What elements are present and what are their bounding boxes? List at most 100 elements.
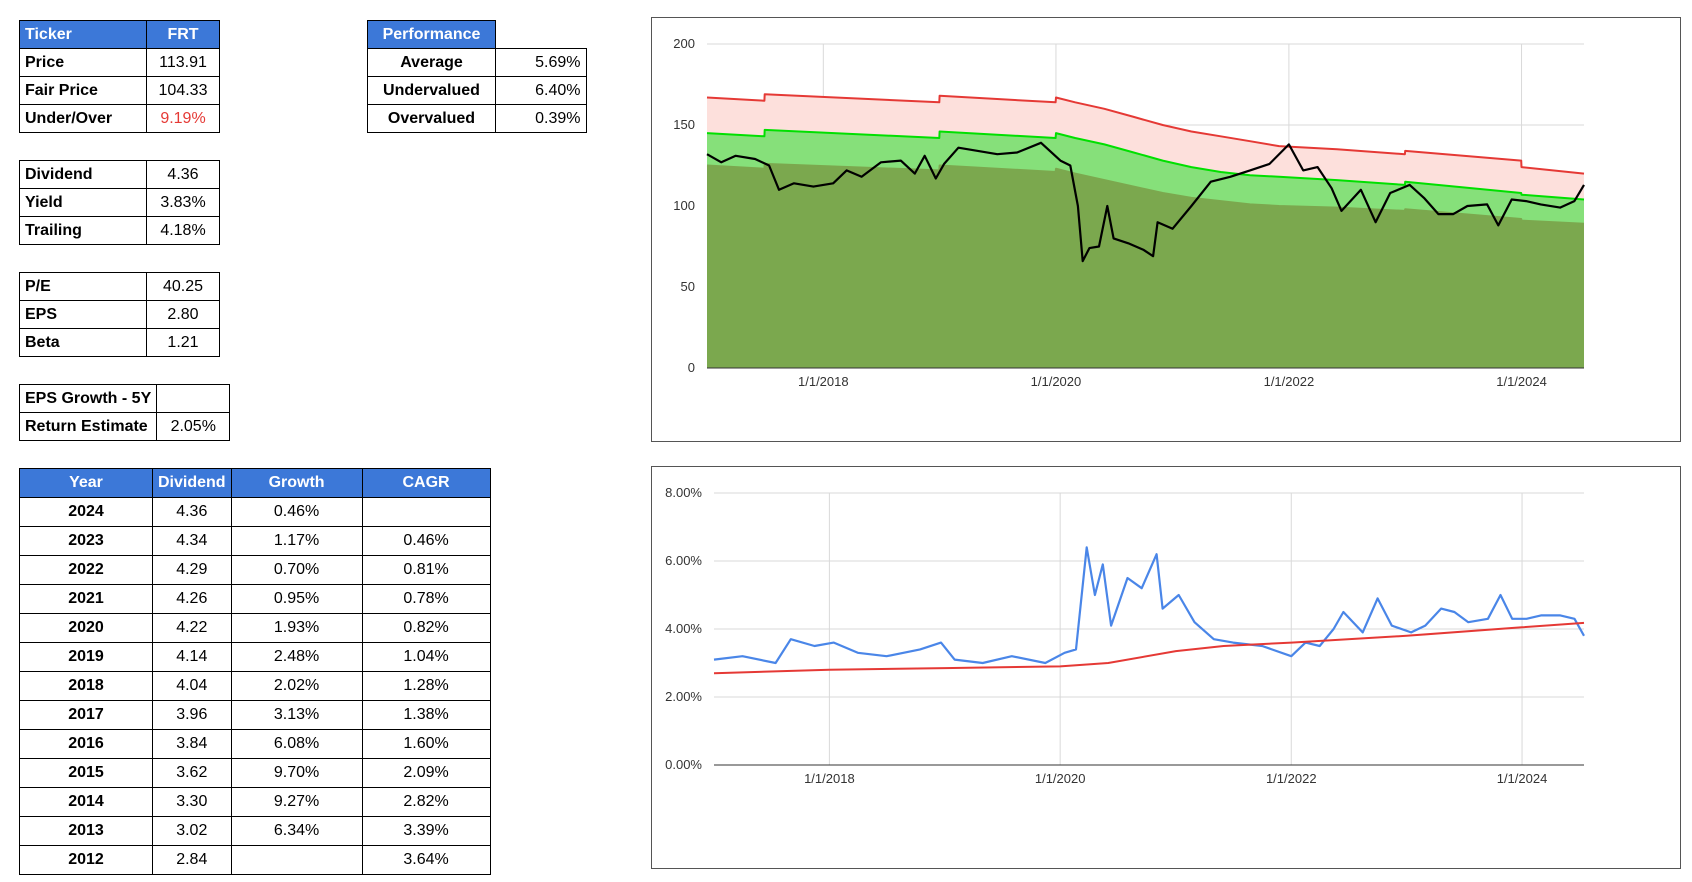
dividend-cell: 4.26 (152, 584, 232, 614)
growth-cell: 0.95% (230, 584, 363, 614)
dividend-label: Dividend (19, 160, 147, 189)
dividend-cell: 4.04 (152, 671, 232, 701)
valuation-x-tick-label: 1/1/2020 (1031, 374, 1082, 389)
table-row: 2023 4.34 1.17% 0.46% (19, 526, 491, 556)
price-value: 113.91 (146, 48, 220, 77)
year-cell: 2013 (19, 816, 153, 846)
valuation-y-tick-label: 100 (673, 198, 695, 213)
year-cell: 2023 (19, 526, 153, 556)
year-cell: 2012 (19, 845, 153, 875)
dividend-cell: 4.34 (152, 526, 232, 556)
yield-value: 3.83% (146, 188, 220, 217)
pe-label: P/E (19, 272, 147, 301)
cagr-cell: 3.39% (361, 816, 491, 846)
valuation-y-tick-label: 150 (673, 117, 695, 132)
year-cell: 2015 (19, 758, 153, 788)
dividend-cell: 3.84 (152, 729, 232, 759)
undervalued-label: Undervalued (367, 76, 496, 105)
dividend-cell: 3.62 (152, 758, 232, 788)
table-row: 2017 3.96 3.13% 1.38% (19, 700, 491, 730)
growth-cell (230, 845, 363, 875)
average-value: 5.69% (495, 48, 587, 77)
cagr-cell: 1.28% (361, 671, 491, 701)
cagr-cell: 1.04% (361, 642, 491, 672)
under-over-value: 9.19% (146, 104, 220, 133)
col-year: Year (19, 468, 153, 498)
yield-y-tick-label: 4.00% (665, 621, 702, 636)
valuation-x-tick-label: 1/1/2024 (1496, 374, 1547, 389)
valuation-overvalued-band-top-line (706, 93, 1585, 175)
dividend-cell: 4.14 (152, 642, 232, 672)
under-over-label: Under/Over (19, 104, 147, 133)
year-cell: 2020 (19, 613, 153, 643)
eps-label: EPS (19, 300, 147, 329)
yield-y-tick-label: 6.00% (665, 553, 702, 568)
dividend-cell: 4.22 (152, 613, 232, 643)
yield-y-tick-label: 8.00% (665, 485, 702, 500)
dividend-cell: 4.29 (152, 555, 232, 585)
valuation-chart-svg: 0 50 100 150 200 1/1/2018 1/1/2020 1/1/2022 1/1/… (673, 36, 1585, 389)
performance-header: Performance (367, 20, 496, 49)
valuation-x-tick-label: 1/1/2022 (1264, 374, 1315, 389)
table-row: 2020 4.22 1.93% 0.82% (19, 613, 491, 643)
cagr-cell: 2.82% (361, 787, 491, 817)
valuation-x-tick-label: 1/1/2018 (798, 374, 849, 389)
return-estimate-value: 2.05% (156, 412, 231, 441)
yield-x-tick-label: 1/1/2018 (804, 771, 855, 786)
dividend-cell: 4.36 (152, 497, 232, 527)
dividend-cell: 3.96 (152, 700, 232, 730)
table-row: 2013 3.02 6.34% 3.39% (19, 816, 491, 846)
eps-growth-label: EPS Growth - 5Y (18, 384, 158, 413)
year-cell: 2017 (19, 700, 153, 730)
col-cagr: CAGR (361, 468, 491, 498)
yield-x-tick-label: 1/1/2024 (1497, 771, 1548, 786)
cagr-cell: 2.09% (361, 758, 491, 788)
col-dividend: Dividend (152, 468, 232, 498)
year-cell: 2014 (19, 787, 153, 817)
trailing-label: Trailing (19, 216, 147, 245)
yield-chart-svg: 0.00% 2.00% 4.00% 6.00% 8.00% 1/1/2018 1/1/202… (665, 485, 1585, 786)
growth-cell: 6.08% (230, 729, 363, 759)
ticker-symbol: FRT (146, 20, 220, 49)
trailing-value: 4.18% (146, 216, 220, 245)
undervalued-value: 6.40% (495, 76, 587, 105)
ticker-header: Ticker (19, 20, 147, 49)
table-row: 2022 4.29 0.70% 0.81% (19, 555, 491, 585)
table-row: 2021 4.26 0.95% 0.78% (19, 584, 491, 614)
cagr-cell: 1.60% (361, 729, 491, 759)
dividend-history-table: Year Dividend Growth CAGR 2024 4.36 0.46% 2… (19, 468, 491, 875)
year-cell: 2021 (19, 584, 153, 614)
valuation-y-tick-label: 0 (688, 360, 695, 375)
growth-cell: 2.48% (230, 642, 363, 672)
valuation-y-tick-label: 50 (681, 279, 695, 294)
table-row: 2018 4.04 2.02% 1.28% (19, 671, 491, 701)
table-row: 2012 2.84 3.64% (19, 845, 491, 875)
average-label: Average (367, 48, 496, 77)
yield-trailing-average-yield-line (713, 621, 1585, 675)
cagr-cell: 0.82% (361, 613, 491, 643)
year-cell: 2019 (19, 642, 153, 672)
cagr-cell: 0.78% (361, 584, 491, 614)
year-cell: 2024 (19, 497, 153, 527)
overvalued-value: 0.39% (495, 104, 587, 133)
cagr-cell: 1.38% (361, 700, 491, 730)
growth-cell: 1.17% (230, 526, 363, 556)
pe-value: 40.25 (146, 272, 220, 301)
table-row: 2014 3.30 9.27% 2.82% (19, 787, 491, 817)
return-estimate-label: Return Estimate (18, 412, 158, 441)
growth-cell: 3.13% (230, 700, 363, 730)
performance-table: Performance Average 5.69% Undervalued 6.… (367, 20, 587, 133)
year-cell: 2022 (19, 555, 153, 585)
yield-label: Yield (19, 188, 147, 217)
col-growth: Growth (230, 468, 363, 498)
valuation-fair-value-band-top-line (706, 128, 1585, 201)
valuation-y-tick-label: 200 (673, 36, 695, 51)
year-cell: 2016 (19, 729, 153, 759)
ratios-table: P/E 40.25 EPS 2.80 Beta 1.21 (19, 272, 220, 357)
eps-growth-value (156, 384, 231, 413)
table-row: 2016 3.84 6.08% 1.60% (19, 729, 491, 759)
yield-y-tick-label: 2.00% (665, 689, 702, 704)
table-row: 2019 4.14 2.48% 1.04% (19, 642, 491, 672)
growth-cell: 0.46% (230, 497, 363, 527)
cagr-cell (361, 497, 491, 527)
